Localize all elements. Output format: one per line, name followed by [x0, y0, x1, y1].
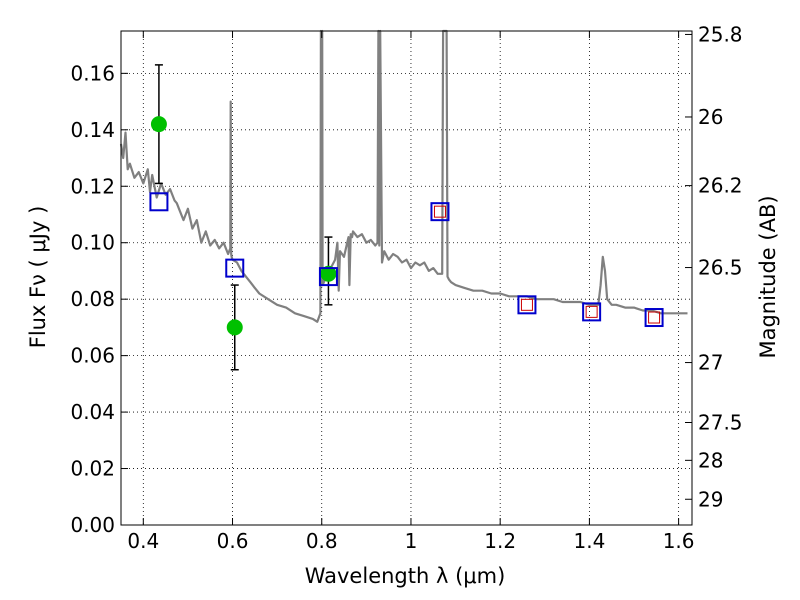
model-photometry-square — [225, 258, 245, 278]
right-tick-label: 26.2 — [698, 174, 743, 198]
right-tick-label: 28 — [698, 448, 723, 472]
plot-frame — [120, 30, 693, 526]
model-spectrum — [119, 29, 688, 323]
right-tick-label: 26 — [698, 105, 723, 129]
y-tick-label: 0.04 — [70, 400, 115, 424]
model-photometry-square — [582, 302, 602, 322]
x-axis-ticks: 0.4 0.6 0.8 1 1.2 1.4 1.6 — [127, 31, 695, 553]
observed-point — [150, 116, 167, 133]
model-spectrum-line — [119, 29, 688, 323]
y-tick-label: 0.06 — [70, 344, 115, 368]
y-axis-ticks: 0.00 0.02 0.04 0.06 0.08 0.10 0.12 0.14 0.16 — [70, 61, 128, 537]
y-tick-label: 0.00 — [70, 513, 115, 537]
model-photometry-square — [149, 192, 169, 212]
y-tick-label: 0.10 — [70, 231, 115, 255]
y-tick-label: 0.12 — [70, 174, 115, 198]
model-photometry-square — [644, 308, 664, 328]
x-tick-label: 1.6 — [663, 529, 695, 553]
x-axis-label: Wavelength λ (μm) — [305, 564, 506, 588]
model-photometry-square — [517, 295, 537, 315]
y-axis-label: Flux Fν ( μJy ) — [26, 206, 50, 349]
right-tick-label: 27 — [698, 351, 723, 375]
x-tick-label: 0.6 — [217, 529, 249, 553]
right-tick-label: 27.5 — [698, 411, 743, 435]
right-axis-ticks: 25.8 26 26.2 26.5 27 27.5 28 29 — [685, 22, 743, 511]
right-tick-label: 25.8 — [698, 22, 743, 46]
right-axis-label: Magnitude (AB) — [756, 195, 780, 358]
model-photometry-square — [430, 202, 450, 222]
y-tick-label: 0.16 — [70, 61, 115, 85]
x-tick-label: 1.4 — [573, 529, 605, 553]
y-tick-label: 0.08 — [70, 287, 115, 311]
x-tick-label: 0.8 — [306, 529, 338, 553]
right-tick-label: 29 — [698, 487, 723, 511]
photometry-points — [149, 64, 664, 371]
inner-square-marker — [433, 205, 446, 218]
right-tick-label: 26.5 — [698, 256, 743, 280]
x-tick-label: 0.4 — [127, 529, 159, 553]
x-tick-label: 1 — [405, 529, 418, 553]
y-tick-label: 0.14 — [70, 118, 115, 142]
inner-square-marker — [648, 311, 661, 324]
x-tick-label: 1.2 — [484, 529, 516, 553]
model-photometry-square — [318, 267, 338, 287]
inner-square-marker — [585, 305, 598, 318]
y-tick-label: 0.02 — [70, 457, 115, 481]
inner-square-marker — [520, 298, 533, 311]
observed-point — [226, 319, 243, 336]
